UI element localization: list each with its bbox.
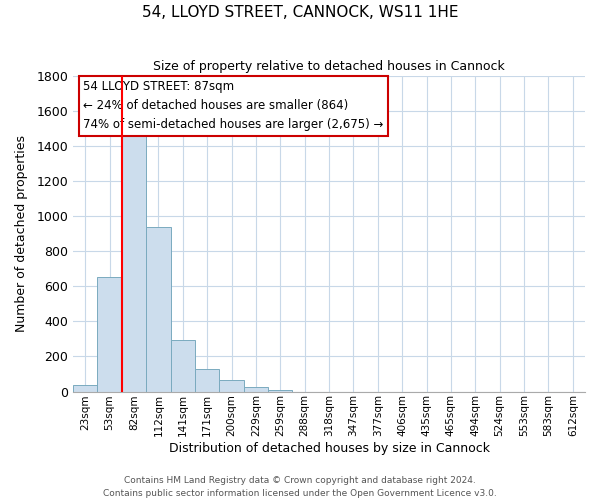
Text: Contains HM Land Registry data © Crown copyright and database right 2024.
Contai: Contains HM Land Registry data © Crown c… (103, 476, 497, 498)
Bar (146, 228, 170, 392)
Bar (268, 390, 292, 392)
Bar (244, 387, 268, 392)
Text: 54 LLOYD STREET: 87sqm
← 24% of detached houses are smaller (864)
74% of semi-de: 54 LLOYD STREET: 87sqm ← 24% of detached… (83, 80, 383, 132)
Y-axis label: Number of detached properties: Number of detached properties (15, 135, 28, 332)
Bar (220, 380, 244, 392)
Text: 54, LLOYD STREET, CANNOCK, WS11 1HE: 54, LLOYD STREET, CANNOCK, WS11 1HE (142, 5, 458, 20)
Title: Size of property relative to detached houses in Cannock: Size of property relative to detached ho… (153, 60, 505, 73)
Bar (170, 340, 195, 392)
Bar (195, 368, 220, 392)
X-axis label: Distribution of detached houses by size in Cannock: Distribution of detached houses by size … (169, 442, 490, 455)
Bar (122, 134, 146, 392)
Bar (97, 276, 122, 392)
Bar (73, 384, 97, 392)
